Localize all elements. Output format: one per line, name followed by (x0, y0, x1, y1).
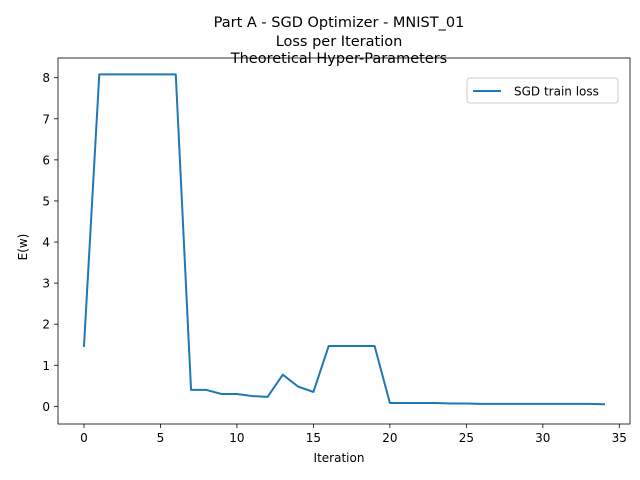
data-point (98, 73, 100, 75)
data-point (465, 402, 467, 404)
chart-title-line-1: Part A - SGD Optimizer - MNIST_01 (214, 15, 465, 31)
data-point (419, 402, 421, 404)
y-tick-label: 5 (42, 194, 50, 208)
x-tick-label: 35 (612, 431, 627, 445)
data-point (404, 402, 406, 404)
data-point (282, 374, 284, 376)
data-point (481, 403, 483, 405)
plot-frame (57, 57, 631, 425)
data-point (603, 403, 605, 405)
y-axis-label: E(w) (16, 234, 30, 261)
y-tick-label: 7 (42, 112, 50, 126)
y-tick-label: 4 (42, 236, 50, 250)
legend: SGD train loss (466, 77, 619, 104)
x-tick-label: 20 (382, 431, 397, 445)
series-line-sgd-train-loss (82, 73, 606, 406)
data-point (221, 393, 223, 395)
data-point (205, 389, 207, 391)
data-point (588, 403, 590, 405)
x-tick-label: 10 (229, 431, 244, 445)
data-point (114, 73, 116, 75)
data-point (389, 402, 391, 404)
data-point (496, 403, 498, 405)
data-point (527, 403, 529, 405)
data-point (435, 402, 437, 404)
data-point (251, 395, 253, 397)
data-point (312, 391, 314, 393)
data-point (358, 345, 360, 347)
x-tick-label: 30 (535, 431, 550, 445)
y-tick-label: 2 (42, 318, 50, 332)
data-point (572, 403, 574, 405)
data-point (267, 396, 269, 398)
y-tick-label: 1 (42, 359, 50, 373)
data-point (297, 386, 299, 388)
data-point (159, 73, 161, 75)
x-tick-label: 0 (80, 431, 88, 445)
chart-title-line-2: Loss per Iteration (276, 34, 403, 50)
x-tick-label: 25 (459, 431, 474, 445)
data-point (374, 345, 376, 347)
chart-title-line-3: Theoretical Hyper-Parameters (230, 51, 447, 67)
legend-label-sgd-train-loss: SGD train loss (514, 85, 599, 99)
data-point (236, 393, 238, 395)
y-tick-label: 3 (42, 277, 50, 291)
y-tick-label: 8 (42, 71, 50, 85)
data-point (542, 403, 544, 405)
y-axis-ticks: 0 1 2 3 4 5 6 7 8 (42, 71, 58, 414)
data-point (557, 403, 559, 405)
y-tick-label: 6 (42, 153, 50, 167)
data-point (83, 345, 85, 347)
data-point (450, 402, 452, 404)
chart-title: Part A - SGD Optimizer - MNIST_01 Loss p… (214, 15, 465, 67)
data-point (328, 345, 330, 347)
data-point (511, 403, 513, 405)
data-point (343, 345, 345, 347)
x-axis-ticks: 0 5 10 15 20 25 30 35 (80, 424, 627, 445)
x-axis-label: Iteration (314, 451, 365, 465)
x-tick-label: 15 (306, 431, 321, 445)
data-point (175, 73, 177, 75)
data-point (129, 73, 131, 75)
y-tick-label: 0 (42, 400, 50, 414)
series-layer (82, 73, 606, 406)
legend-box (466, 77, 619, 104)
data-point (190, 389, 192, 391)
x-tick-label: 5 (157, 431, 165, 445)
data-point (144, 73, 146, 75)
